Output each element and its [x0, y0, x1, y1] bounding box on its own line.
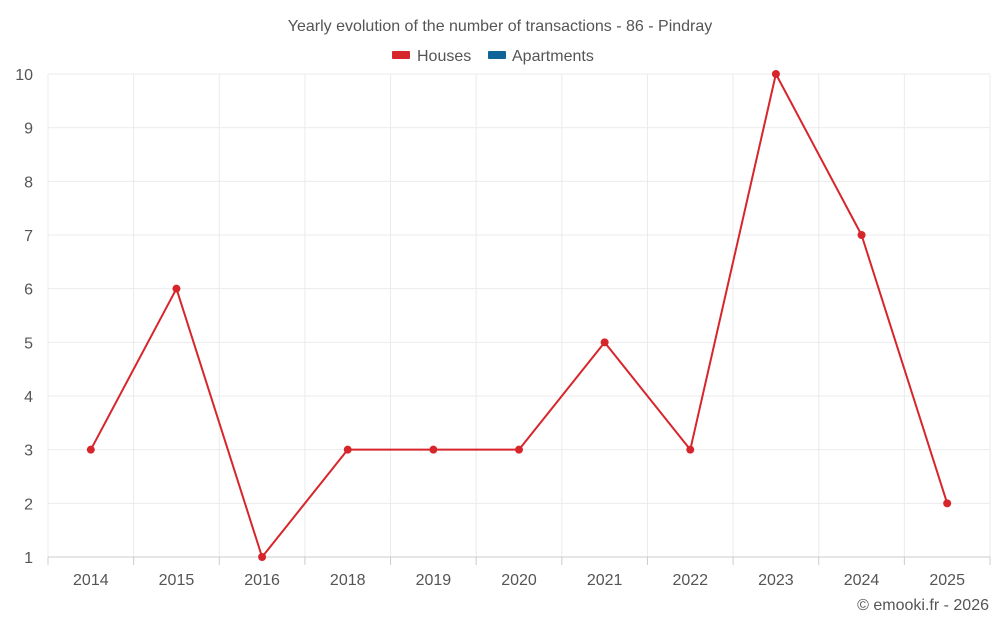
data-point-houses[interactable] [429, 445, 438, 454]
y-tick-label: 1 [24, 550, 33, 567]
y-tick-label: 3 [24, 443, 33, 460]
x-tick-label: 2020 [501, 572, 537, 589]
y-tick-label: 2 [24, 496, 33, 513]
y-tick-label: 7 [24, 228, 33, 245]
data-point-houses[interactable] [600, 338, 609, 347]
y-tick-label: 5 [24, 335, 33, 352]
y-tick-label: 10 [15, 67, 33, 84]
x-tick-label: 2023 [758, 572, 794, 589]
data-point-houses[interactable] [686, 445, 695, 454]
legend-item-houses[interactable]: Houses [392, 48, 471, 65]
chart-credit[interactable]: © emooki.fr - 2026 [857, 597, 989, 614]
legend-label-apartments: Apartments [512, 48, 594, 65]
legend-label-houses: Houses [417, 48, 471, 65]
x-tick-label: 2014 [73, 572, 109, 589]
x-tick-label: 2016 [244, 572, 280, 589]
series-layer [86, 70, 952, 561]
legend-swatch-houses [392, 51, 410, 59]
y-tick-label: 9 [24, 121, 33, 138]
x-tick-label: 2025 [929, 572, 965, 589]
data-point-houses[interactable] [515, 445, 523, 454]
x-tick-label: 2019 [416, 572, 452, 589]
data-point-houses[interactable] [343, 445, 352, 454]
data-point-houses[interactable] [943, 499, 952, 508]
grid [47, 73, 991, 565]
chart-title: Yearly evolution of the number of transa… [288, 18, 713, 35]
y-tick-label: 8 [24, 174, 33, 191]
y-axis-ticks: 1 2 3 4 5 6 7 8 9 10 [15, 67, 33, 567]
data-point-houses[interactable] [771, 70, 780, 78]
x-tick-label: 2021 [587, 572, 623, 589]
x-tick-label: 2022 [672, 572, 708, 589]
legend-item-apartments[interactable]: Apartments [488, 48, 594, 65]
legend: Houses Apartments [392, 48, 594, 65]
data-point-houses[interactable] [258, 553, 267, 561]
data-point-houses[interactable] [172, 284, 181, 293]
data-point-houses[interactable] [86, 445, 95, 454]
x-tick-label: 2024 [844, 572, 880, 589]
y-tick-label: 4 [24, 389, 33, 406]
x-tick-label: 2018 [330, 572, 366, 589]
data-point-houses[interactable] [857, 231, 866, 239]
legend-swatch-apartments [488, 51, 506, 59]
y-tick-label: 6 [24, 282, 33, 299]
x-tick-label: 2015 [159, 572, 195, 589]
x-axis-ticks: 2014 2015 2016 2018 2019 2020 2021 2022 2023 2024… [73, 572, 965, 589]
